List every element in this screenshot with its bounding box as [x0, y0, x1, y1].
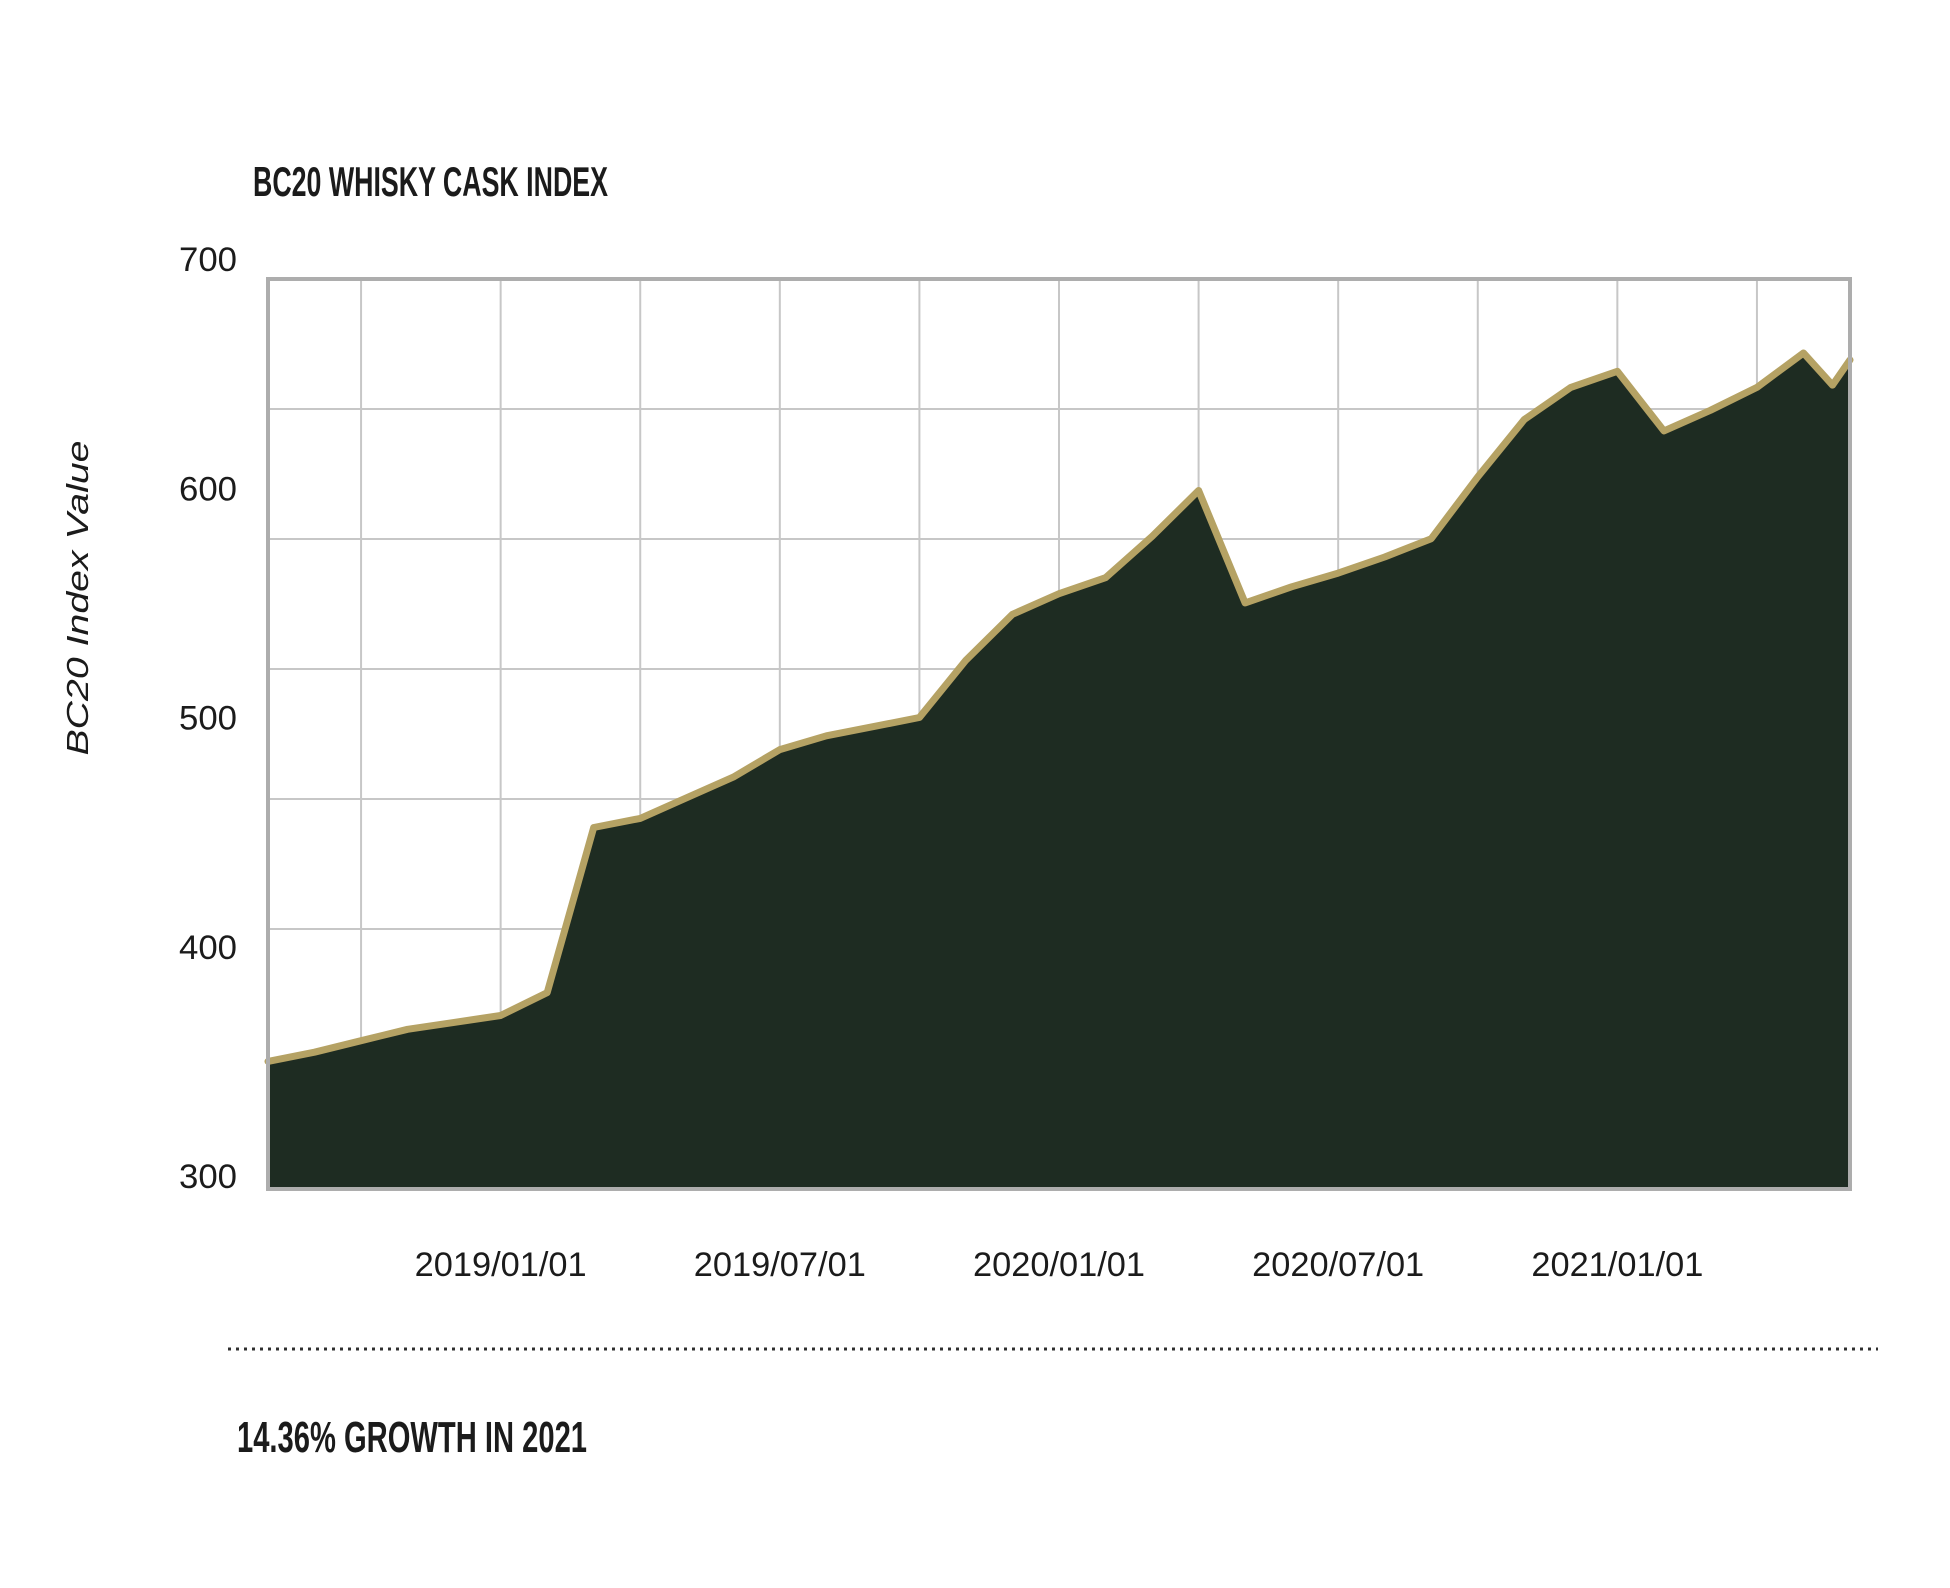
y-tick-label: 300	[179, 1158, 237, 1196]
plot-border	[266, 277, 1852, 1191]
y-tick-label: 600	[179, 470, 237, 508]
y-tick-label: 400	[179, 929, 237, 967]
x-tick-label: 2021/01/01	[1531, 1246, 1703, 1284]
chart-title: BC20 WHISKY CASK INDEX	[253, 158, 608, 205]
index-line	[264, 349, 1854, 1065]
x-tick-label: 2019/01/01	[415, 1246, 587, 1284]
x-tick-label: 2020/07/01	[1252, 1246, 1424, 1284]
growth-note: 14.36% GROWTH IN 2021	[237, 1413, 587, 1462]
index-area-fill	[268, 353, 1850, 1189]
y-axis-title: BC20 Index Value	[60, 441, 95, 756]
y-tick-label: 500	[179, 700, 237, 738]
x-tick-label: 2019/07/01	[694, 1246, 866, 1284]
x-tick-label: 2020/01/01	[973, 1246, 1145, 1284]
y-tick-label: 700	[179, 241, 237, 279]
